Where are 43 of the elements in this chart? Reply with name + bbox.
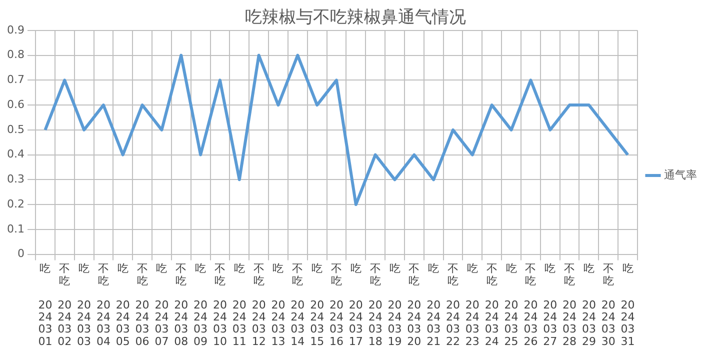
y-tick-label: 0.6 [6,98,24,111]
category-label: 吃 20240317 [348,262,363,348]
category-label: 吃 20240325 [504,262,518,348]
category-label: 吃 20240319 [388,262,402,348]
y-tick-label: 0.2 [6,197,24,210]
category-label: 吃 20240331 [620,262,635,348]
y-tick-label: 0.8 [6,48,24,62]
chart-title: 吃辣椒与不吃辣椒鼻通气情况 [245,8,466,28]
y-tick-label: 0.3 [6,172,24,186]
category-label: 吃 20240311 [232,262,246,348]
category-label: 吃 20240327 [543,262,558,348]
y-tick-label: 0.4 [6,148,24,161]
x-tick-label: 不吃 20240316 [329,262,344,348]
y-tick-label: 0.7 [6,73,24,86]
category-label: 吃 20240321 [426,262,441,348]
category-label: 吃 20240305 [116,262,130,348]
category-label: 吃 20240329 [582,262,596,348]
x-tick-label: 不吃 20240324 [484,262,499,348]
y-tick-label: 0.1 [6,222,24,236]
legend-label: 通气率 [664,168,697,182]
x-tick-label: 不吃 20240330 [601,262,616,348]
x-tick-label: 不吃 20240328 [562,262,577,348]
x-tick-label: 不吃 20240310 [212,262,227,348]
y-tick-label: 0 [17,247,24,260]
x-tick-label: 不吃 20240322 [446,262,460,348]
y-tick-label: 0.5 [6,122,24,136]
x-tick-label: 不吃 20240320 [407,262,422,348]
x-tick-label: 不吃 20240312 [252,262,266,348]
category-label: 吃 20240307 [154,262,169,348]
x-tick-label: 不吃 20240304 [96,262,110,348]
y-tick-label: 0.9 [6,23,24,36]
category-label: 吃 20240303 [77,262,92,348]
x-tick-label: 不吃 20240306 [135,262,150,348]
x-tick-label: 不吃 20240318 [368,262,382,348]
x-tick-label: 不吃 20240314 [290,262,305,348]
category-label: 吃 20240323 [465,262,480,348]
x-tick-label: 不吃 20240302 [58,262,72,348]
x-tick-label: 不吃 20240308 [174,262,188,348]
x-tick-label: 不吃 20240326 [524,262,538,348]
category-label: 吃 20240301 [38,262,52,348]
category-label: 吃 20240309 [194,262,208,348]
category-label: 吃 20240313 [271,262,286,348]
category-label: 吃 20240315 [310,262,324,348]
